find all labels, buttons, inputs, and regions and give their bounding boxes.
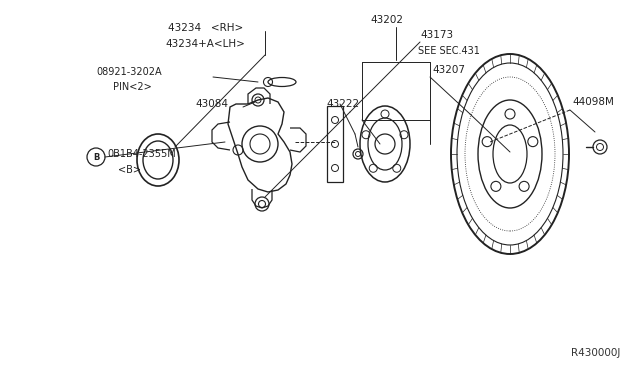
Text: 44098M: 44098M xyxy=(572,97,614,107)
Text: <B>: <B> xyxy=(118,165,141,175)
Text: B: B xyxy=(93,153,99,161)
Text: 43084: 43084 xyxy=(195,99,228,109)
Text: 43222: 43222 xyxy=(326,99,359,109)
Text: 43202: 43202 xyxy=(370,15,403,25)
Text: SEE SEC.431: SEE SEC.431 xyxy=(418,46,480,56)
Text: 08921-3202A: 08921-3202A xyxy=(96,67,162,77)
Text: 43234+A<LH>: 43234+A<LH> xyxy=(165,39,245,49)
Text: 43207: 43207 xyxy=(432,65,465,75)
Text: PIN<2>: PIN<2> xyxy=(113,82,152,92)
Text: 43173: 43173 xyxy=(420,30,453,40)
Text: 0B1B4-2355M: 0B1B4-2355M xyxy=(107,149,176,159)
Text: R430000J: R430000J xyxy=(571,348,620,358)
Text: 43234   <RH>: 43234 <RH> xyxy=(168,23,243,33)
